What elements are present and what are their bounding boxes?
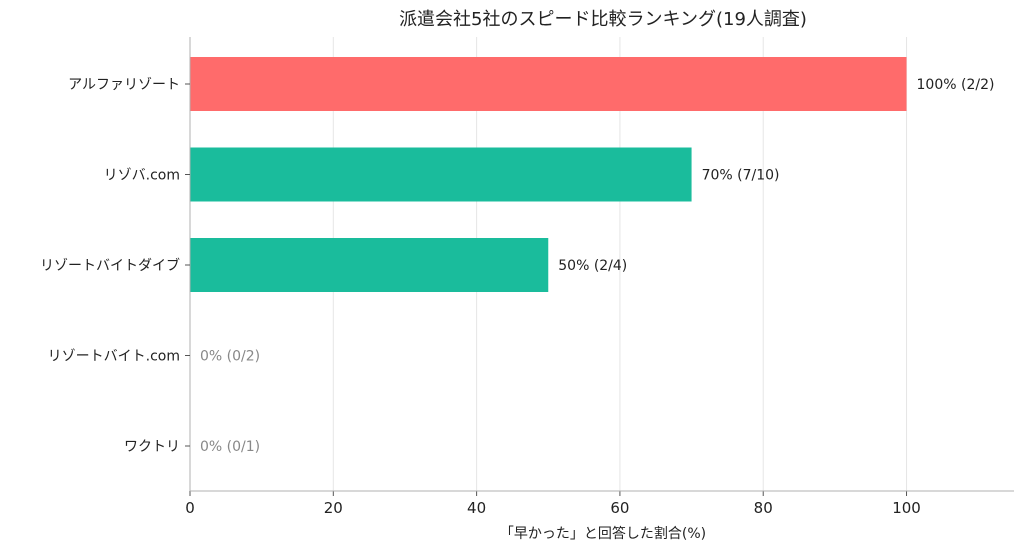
category-label: アルファリゾート bbox=[68, 77, 180, 93]
chart-title: 派遣会社5社のスピード比較ランキング(19人調査) bbox=[399, 9, 807, 30]
data-label: 70% (7/10) bbox=[702, 168, 780, 184]
bars bbox=[190, 57, 907, 292]
bar bbox=[190, 238, 549, 292]
x-tick-label: 100 bbox=[892, 499, 921, 517]
x-tick-label: 20 bbox=[324, 499, 343, 517]
bar bbox=[190, 57, 907, 111]
x-tick-label: 0 bbox=[185, 499, 195, 517]
x-tick-label: 80 bbox=[754, 499, 773, 517]
data-label: 50% (2/4) bbox=[558, 258, 627, 274]
x-axis-title: 「早かった」と回答した割合(%) bbox=[500, 525, 706, 542]
axes: 0 20 40 60 80 100 bbox=[185, 37, 1014, 517]
category-label: リゾバ.com bbox=[104, 168, 180, 184]
category-label: リゾートバイト.com bbox=[48, 349, 180, 365]
data-label: 100% (2/2) bbox=[917, 77, 995, 93]
category-label: ワクトリ bbox=[124, 439, 180, 455]
category-label: リゾートバイトダイブ bbox=[40, 257, 180, 274]
bar bbox=[190, 147, 692, 202]
data-label: 0% (0/2) bbox=[200, 349, 260, 365]
x-tick-label: 60 bbox=[610, 499, 629, 517]
data-labels: 100% (2/2) 70% (7/10) 50% (2/4) 0% (0/2) 0% … bbox=[200, 77, 994, 455]
data-label: 0% (0/1) bbox=[200, 439, 260, 455]
x-tick-label: 40 bbox=[467, 499, 486, 517]
